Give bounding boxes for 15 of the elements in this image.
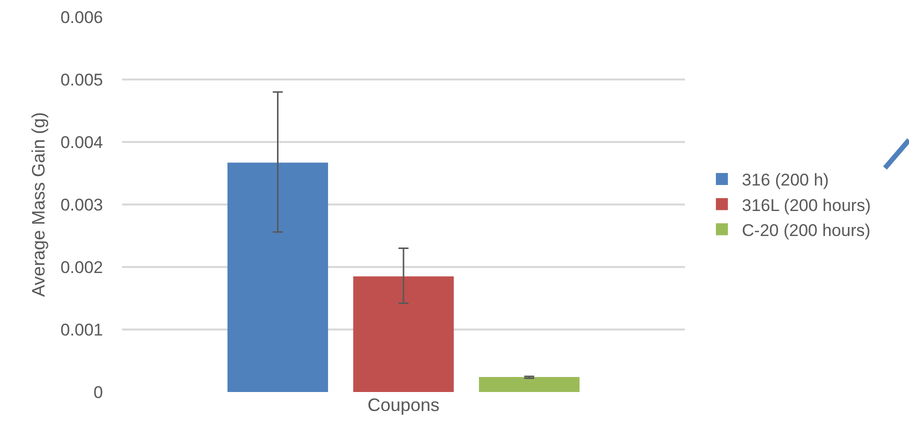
legend-label: 316 (200 h)	[742, 170, 829, 190]
y-tick-label: 0	[94, 382, 103, 402]
y-tick-label: 0.006	[60, 8, 103, 27]
legend-label: 316L (200 hours)	[742, 196, 871, 215]
x-tick-label: Coupons	[367, 395, 440, 415]
legend-label: C-20 (200 hours)	[742, 220, 870, 240]
bar	[353, 276, 454, 392]
y-tick-label: 0.004	[60, 132, 103, 152]
y-tick-label: 0.002	[60, 258, 103, 277]
bar	[478, 377, 580, 392]
y-tick-label: 0.001	[60, 320, 103, 340]
y-tick-label: 0.005	[60, 70, 103, 90]
bar	[227, 162, 328, 392]
y-axis-title: Average Mass Gain (g)	[28, 112, 49, 297]
y-tick-label: 0.003	[60, 195, 103, 214]
